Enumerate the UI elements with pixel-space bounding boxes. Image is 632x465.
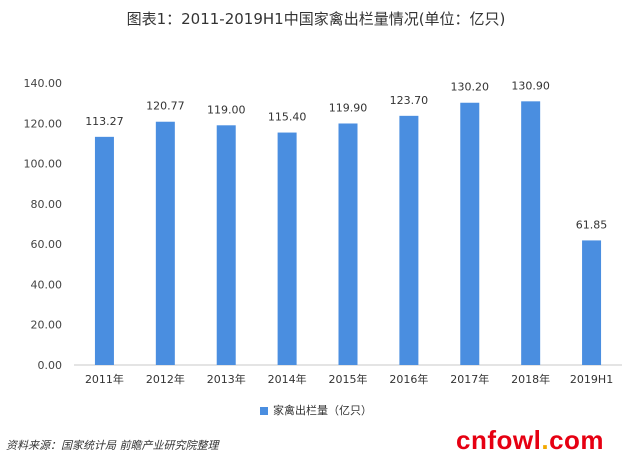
x-tick-label-6: 2017年	[450, 372, 489, 386]
legend-label: 家禽出栏量（亿只）	[273, 404, 372, 417]
bar-1	[155, 121, 175, 365]
x-tick-label-0: 2011年	[85, 372, 124, 386]
x-tick-label-8: 2019H1	[570, 373, 613, 386]
chart-title: 图表1：2011-2019H1中国家禽出栏量情况(单位：亿只)	[126, 10, 506, 28]
bar-5	[399, 115, 419, 365]
brand-logo: cnfowl.com	[456, 425, 604, 456]
data-label-3: 115.40	[268, 111, 307, 124]
y-tick-label-2: 40.00	[31, 278, 63, 291]
bar-3	[277, 132, 297, 365]
x-tick-label-1: 2012年	[146, 372, 185, 386]
x-tick-label-3: 2014年	[268, 372, 307, 386]
x-tick-label-7: 2018年	[511, 372, 550, 386]
x-tick-label-5: 2016年	[389, 372, 428, 386]
data-label-7: 130.90	[511, 79, 550, 92]
bar-0	[94, 136, 114, 365]
bar-8	[582, 240, 602, 365]
x-tick-label-2: 2013年	[207, 372, 246, 386]
brand-main: cnfowl	[456, 425, 542, 455]
brand-dot: .	[541, 425, 550, 455]
brand-suffix: com	[549, 425, 605, 455]
y-tick-label-5: 100.00	[24, 158, 63, 171]
y-tick-label-7: 140.00	[24, 77, 63, 90]
y-tick-label-4: 80.00	[31, 198, 63, 211]
y-tick-label-6: 120.00	[24, 117, 63, 130]
data-label-6: 130.20	[451, 81, 490, 94]
source-note: 资料来源：国家统计局 前瞻产业研究院整理	[6, 439, 219, 452]
legend-swatch	[260, 407, 268, 415]
y-tick-label-3: 60.00	[31, 238, 63, 251]
data-label-2: 119.00	[207, 103, 246, 116]
data-label-4: 119.90	[329, 101, 368, 114]
bar-6	[460, 102, 480, 366]
bar-2	[216, 125, 236, 365]
legend: 家禽出栏量（亿只）	[0, 402, 632, 418]
data-label-1: 120.77	[146, 100, 185, 113]
bar-4	[338, 123, 358, 365]
data-label-0: 113.27	[85, 115, 124, 128]
y-tick-label-0: 0.00	[38, 359, 63, 372]
bar-7	[521, 101, 541, 365]
data-label-5: 123.70	[390, 94, 429, 107]
y-tick-label-1: 20.00	[31, 319, 63, 332]
x-tick-label-4: 2015年	[329, 372, 368, 386]
data-label-8: 61.85	[576, 218, 608, 231]
